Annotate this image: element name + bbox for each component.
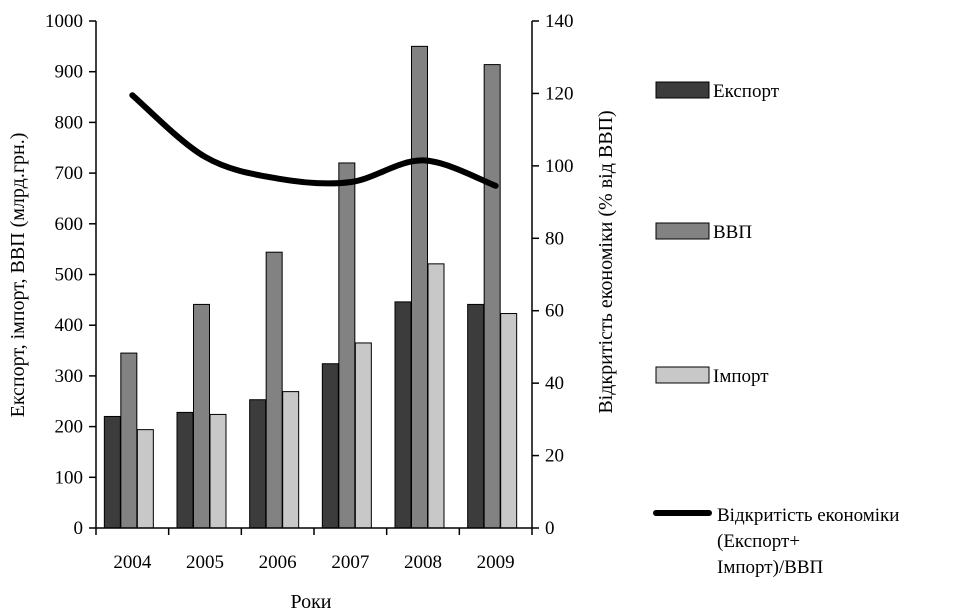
legend-label-line: Відкритість економіки	[717, 505, 899, 526]
legend-label-line: Імпорт)/ВВП	[717, 557, 824, 578]
right-tick-label: 40	[545, 373, 564, 394]
left-tick-label: 100	[55, 467, 84, 488]
openness-line	[129, 92, 499, 189]
x-tick-label: 2008	[404, 552, 442, 573]
bar-ВВП-2006	[265, 251, 283, 529]
left-tick-label: 200	[55, 417, 84, 438]
bar-Експорт-2007	[321, 363, 339, 529]
legend-label-Імпорт: Імпорт	[713, 366, 769, 387]
right-tick-label: 60	[545, 301, 564, 322]
x-tick-label: 2006	[259, 552, 297, 573]
right-tick-label: 140	[545, 11, 574, 32]
bar-ВВП-2007	[338, 162, 356, 529]
left-tick-label: 500	[55, 265, 84, 286]
bar-Імпорт-2007	[354, 342, 372, 529]
legend-label-line: (Експорт+	[717, 531, 800, 552]
x-tick-label: 2007	[331, 552, 369, 573]
bar-Імпорт-2005	[209, 413, 227, 529]
bar-Експорт-2006	[249, 399, 267, 529]
bar-Експорт-2004	[103, 415, 121, 529]
legend-swatch-Імпорт	[655, 366, 710, 384]
right-y-axis-label: Відкритість економіки (% від ВВП)	[595, 110, 617, 413]
legend-label-ВВП: ВВП	[713, 222, 752, 243]
bar-ВВП-2008	[411, 45, 428, 529]
bar-Імпорт-2009	[500, 313, 518, 529]
right-tick-label: 100	[545, 156, 574, 177]
left-tick-label: 0	[74, 518, 84, 539]
legend-swatch-ВВП	[655, 222, 710, 240]
right-tick-label: 20	[545, 446, 564, 467]
bar-ВВП-2005	[193, 303, 210, 529]
right-tick-label: 120	[545, 83, 574, 104]
bar-ВВП-2009	[483, 64, 501, 529]
x-tick-label: 2004	[113, 552, 152, 573]
legend-swatch-Експорт	[655, 81, 710, 99]
bar-Експорт-2008	[394, 301, 412, 529]
bar-ВВП-2004	[120, 352, 138, 529]
left-tick-label: 900	[55, 62, 84, 83]
bar-Імпорт-2004	[136, 429, 154, 529]
x-axis-label: Роки	[290, 591, 331, 613]
bar-Імпорт-2006	[282, 391, 300, 529]
legend: Експорт ВВП Імпорт Відкритість економіки (Ек…	[653, 81, 899, 578]
bar-Імпорт-2008	[427, 263, 445, 529]
x-tick-label: 2009	[477, 552, 515, 573]
bar-Експорт-2009	[467, 303, 485, 529]
x-tick-label: 2005	[186, 552, 224, 573]
bar-Експорт-2005	[176, 411, 194, 529]
left-tick-label: 600	[55, 214, 84, 235]
left-y-axis-label: Експорт, імпорт, ВВП (млрд.грн.)	[7, 133, 29, 418]
legend-label-Експорт: Експорт	[713, 81, 780, 102]
right-tick-label: 0	[545, 518, 555, 539]
left-tick-label: 700	[55, 163, 84, 184]
left-tick-label: 800	[55, 112, 84, 133]
plot-area: 0 100 200 300 400 500 600 700 800 900 1000 0 20 40 60 8…	[45, 11, 574, 573]
left-tick-label: 300	[55, 366, 84, 387]
left-tick-label: 400	[55, 315, 84, 336]
left-tick-label: 1000	[45, 11, 83, 32]
right-tick-label: 80	[545, 228, 564, 249]
